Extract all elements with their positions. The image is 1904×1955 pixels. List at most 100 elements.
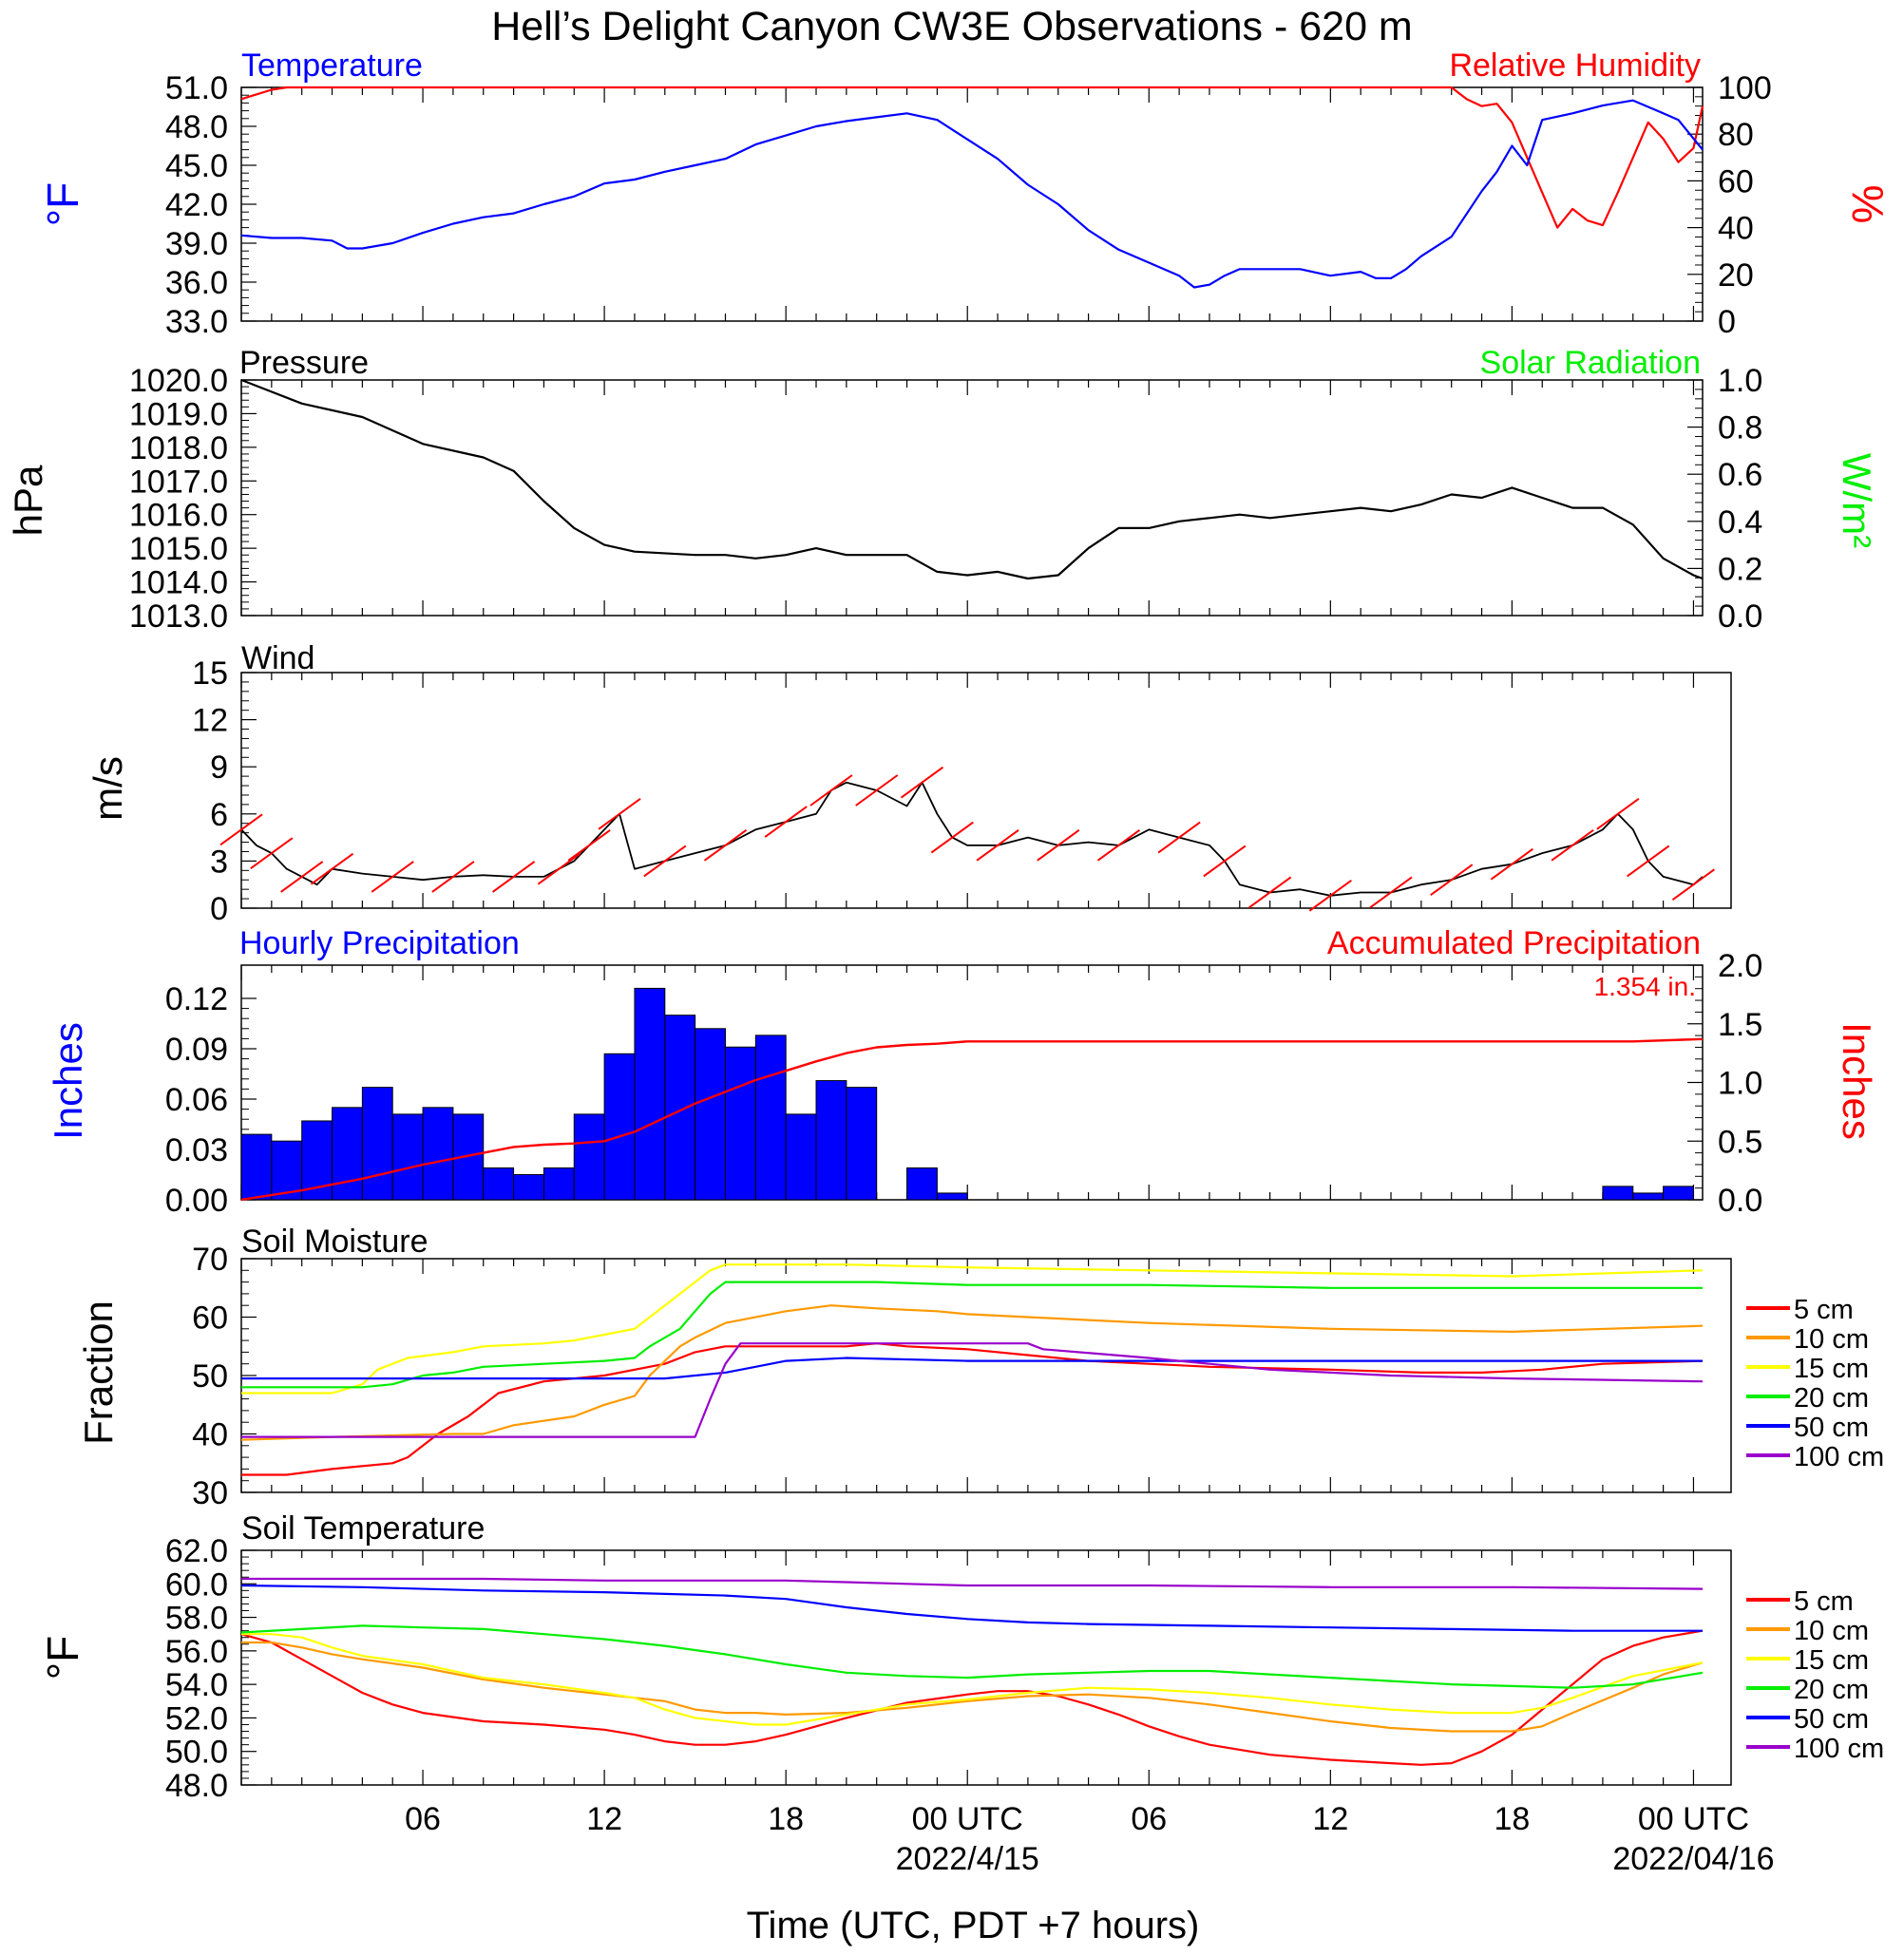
y-tick-label: 1014.0 [129, 565, 228, 601]
wind-barb [1096, 829, 1141, 862]
y-tick-label: 42.0 [165, 187, 228, 223]
precipitation-bar [483, 1167, 515, 1201]
y-tick-label: 0.03 [165, 1132, 228, 1168]
wind-barb [855, 774, 899, 807]
wind-barb [431, 861, 475, 893]
y-tick-label: 1015.0 [129, 531, 228, 567]
soil-layer-line [241, 1342, 1704, 1438]
soil-layer-line [241, 1641, 1704, 1733]
solar-radiation-title: Solar Radiation [1480, 345, 1701, 381]
x-tick-label: 12 [1312, 1801, 1348, 1837]
solar-radiation-unit: W/m² [1835, 453, 1879, 548]
soil-layer-line [240, 1629, 1704, 1766]
wind-barb [1203, 845, 1247, 878]
wind-barb [1308, 879, 1352, 912]
precipitation-bar [332, 1107, 363, 1201]
y-tick-label: 45.0 [165, 148, 228, 184]
soil-moisture-plot-area [240, 1258, 1732, 1493]
precipitation-bar [240, 1133, 273, 1201]
legend-label: 5 cm [1794, 1586, 1854, 1617]
y-tick-label: 0.8 [1718, 410, 1762, 446]
precipitation-bar [754, 1034, 787, 1201]
accumulated-precipitation-line [240, 1037, 1704, 1202]
wind-barb [598, 797, 641, 830]
wind-speed-line [240, 781, 1704, 897]
y-tick-label: 80 [1718, 117, 1754, 153]
soil-layer-line [241, 1263, 1704, 1395]
y-tick-label: 0.0 [1718, 598, 1762, 635]
precipitation-bar [1663, 1186, 1694, 1201]
y-tick-label: 6 [210, 797, 228, 833]
precipitation-bar [1632, 1192, 1665, 1201]
temperature-axis-ticks: 51.048.045.042.039.036.033.0 [165, 70, 257, 340]
y-tick-label: 0.12 [165, 981, 228, 1017]
precipitation-panel: Hourly Precipitation Accumulated Precipi… [46, 925, 1879, 1219]
wind-barb [1671, 868, 1716, 902]
temperature-unit: °F [38, 182, 87, 227]
wind-barb [1157, 821, 1201, 854]
soil-layer-line [241, 1577, 1704, 1590]
precipitation-bar [422, 1107, 454, 1201]
plot-frame [240, 964, 1704, 1201]
wind-barb [280, 861, 324, 893]
pressure-unit: hPa [6, 465, 50, 536]
y-tick-label: 1016.0 [129, 498, 228, 534]
pressure-panel: Pressure Solar Radiation hPa W/m² 1020.0… [6, 345, 1879, 635]
relative-humidity-unit: % [1843, 185, 1893, 224]
y-tick-label: 0 [1718, 304, 1736, 340]
x-date-label: 2022/4/15 [896, 1841, 1039, 1877]
y-tick-label: 52.0 [165, 1700, 228, 1737]
precipitation-bar [785, 1113, 817, 1201]
legend-label: 50 cm [1794, 1413, 1869, 1443]
y-tick-label: 40 [1718, 211, 1754, 247]
soil-temperature-unit: °F [38, 1636, 87, 1680]
wind-barb [1627, 845, 1670, 878]
hourly-precipitation-title: Hourly Precipitation [239, 925, 520, 961]
y-tick-label: 60 [192, 1300, 228, 1337]
precipitation-bar [724, 1046, 756, 1201]
x-tick-label: 06 [405, 1801, 441, 1837]
legend-label: 50 cm [1794, 1704, 1869, 1735]
y-tick-label: 58.0 [165, 1601, 228, 1637]
legend-label: 100 cm [1794, 1734, 1884, 1764]
x-tick-label: 06 [1131, 1801, 1167, 1837]
temperature-plot-area [240, 85, 1704, 322]
wind-barb [1490, 847, 1533, 881]
chart-title: Hell’s Delight Canyon CW3E Observations … [491, 4, 1413, 49]
y-tick-label: 1.0 [1718, 363, 1762, 399]
y-tick-label: 0.00 [165, 1183, 228, 1219]
soil-temperature-panel: Soil Temperature °F 62.060.058.056.054.0… [38, 1510, 1884, 1804]
y-tick-label: 0.2 [1718, 551, 1762, 587]
soil-layer-line [241, 1281, 1703, 1389]
x-tick-label: 18 [1494, 1801, 1530, 1837]
accumulated-precipitation-axis-ticks: 2.0 1.5 1.0 0.5 0.0 [1687, 948, 1762, 1219]
precipitation-bar [815, 1080, 847, 1201]
y-tick-label: 30 [192, 1475, 228, 1511]
y-tick-label: 50.0 [165, 1735, 228, 1771]
y-tick-label: 0.06 [165, 1082, 228, 1118]
soil-temperature-plot-area [240, 1549, 1732, 1786]
plot-frame [240, 1258, 1732, 1493]
y-tick-label: 0.6 [1718, 457, 1762, 493]
pressure-line [240, 378, 1704, 580]
y-tick-label: 33.0 [165, 304, 228, 340]
y-tick-label: 20 [1718, 257, 1754, 294]
x-tick-label: 12 [586, 1801, 622, 1837]
y-tick-label: 1020.0 [129, 363, 228, 399]
hourly-precipitation-axis-ticks: 0.12 0.09 0.06 0.03 0.00 [165, 981, 257, 1219]
y-tick-label: 39.0 [165, 226, 228, 262]
accumulated-precipitation-title: Accumulated Precipitation [1327, 925, 1701, 961]
y-tick-label: 62.0 [165, 1533, 228, 1569]
wind-barb [1551, 829, 1594, 862]
y-tick-label: 0 [210, 891, 228, 927]
y-tick-label: 54.0 [165, 1667, 228, 1703]
precipitation-bar [391, 1113, 424, 1201]
temperature-title: Temperature [241, 47, 423, 84]
precipitation-plot-area [240, 964, 1704, 1202]
precipitation-bar [906, 1167, 938, 1201]
y-tick-label: 1019.0 [129, 396, 228, 432]
y-tick-label: 60.0 [165, 1566, 228, 1603]
wind-barb [537, 852, 581, 885]
